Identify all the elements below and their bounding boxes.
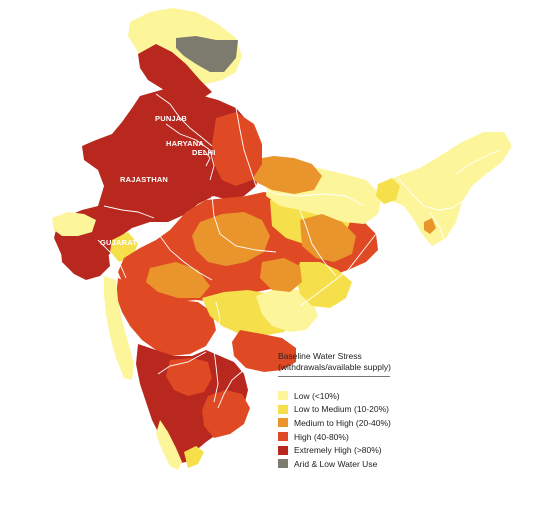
region-south-tip-yellow [184,446,204,468]
state-borders [97,93,501,409]
legend-swatch [278,445,288,455]
legend-item: High (40-80%) [278,430,508,444]
legend-subtitle: (withdrawals/available supply) [278,362,391,372]
region-kashmir-extreme [138,44,212,100]
region-ne-yellow [376,178,400,204]
legend-label: Arid & Low Water Use [294,458,378,469]
legend-label: Low (<10%) [294,390,340,401]
label-delhi: DELHI [192,148,216,157]
region-odisha-medium [260,258,302,292]
region-maharashtra-high [116,278,216,356]
legend-items: Low (<10%) Low to Medium (10-20%) Medium t… [278,389,508,471]
region-maharashtra-medium-high [146,262,210,298]
region-andhra-high [232,330,296,372]
region-gujarat-coast-light [52,212,96,236]
region-karnataka-high [166,358,212,396]
label-punjab: PUNJAB [155,114,188,123]
legend-swatch [278,404,288,414]
region-up-high [212,112,262,186]
legend-label: Low to Medium (10-20%) [294,404,389,415]
legend-swatch [278,432,288,442]
label-rajasthan: RAJASTHAN [120,175,169,184]
region-gujarat-extreme [60,236,110,280]
label-haryana: HARYANA [166,139,204,148]
map-legend: Baseline Water Stress (withdrawals/avail… [278,351,508,471]
legend-swatch [278,459,288,469]
legend-label: High (40-80%) [294,431,349,442]
legend-title: Baseline Water Stress [278,351,362,361]
legend-item: Arid & Low Water Use [278,457,508,471]
region-ladakh-arid [176,36,238,72]
legend-label: Extremely High (>80%) [294,445,382,456]
region-central-medium-high [192,212,270,266]
region-northwest-extreme [54,88,262,264]
region-northeast-low [378,132,512,246]
region-tamilnadu-high [202,390,250,438]
region-odisha-yellow [296,262,352,308]
region-jharkhand-medium [300,214,356,262]
legend-divider [278,376,390,377]
region-kerala-light [156,420,182,470]
region-bihar-medium-high [248,156,322,194]
region-west-coast-light [104,276,134,380]
legend-item: Medium to High (20-40%) [278,416,508,430]
legend-item: Low to Medium (10-20%) [278,403,508,417]
legend-swatch [278,418,288,428]
legend-item: Low (<10%) [278,389,508,403]
region-tripura-medium [424,218,436,234]
region-andhra-low [256,288,318,332]
legend-swatch [278,391,288,401]
legend-item: Extremely High (>80%) [278,443,508,457]
label-gujarat: GUJARAT [100,238,138,247]
legend-label: Medium to High (20-40%) [294,417,391,428]
